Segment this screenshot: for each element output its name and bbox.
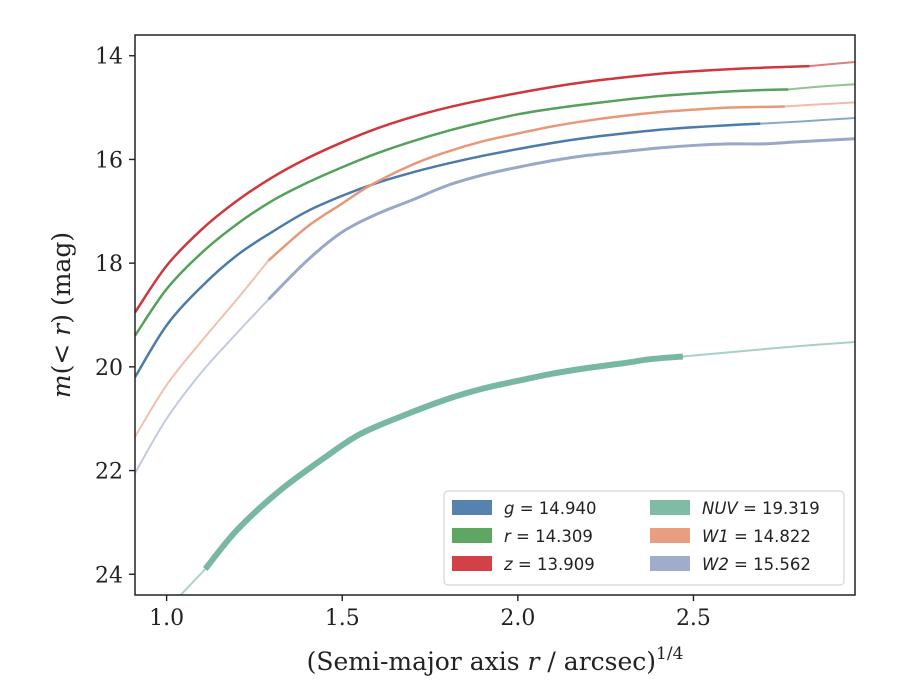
x-axis-label-exponent: 1/4 — [656, 644, 683, 664]
x-axis-label-open: (Semi-major axis — [307, 647, 528, 676]
series-w1-line — [267, 105, 785, 262]
series-nuv-line — [202, 353, 684, 571]
legend-swatch-z — [452, 556, 492, 571]
legend-label-w2: W2 = 15.562 — [702, 555, 811, 574]
plot-frame — [134, 34, 856, 596]
y-tick-label: 18 — [95, 252, 123, 277]
legend-label-w1: W1 = 14.822 — [702, 527, 811, 546]
x-tick-label: 2.0 — [500, 606, 535, 631]
y-tick-label: 24 — [95, 563, 123, 588]
series-z-line — [135, 64, 810, 314]
legend-frame — [443, 490, 845, 586]
axis-ticks: 1.0 1.5 2.0 2.5 14 16 18 20 22 24 — [95, 45, 711, 631]
x-tick-label: 1.0 — [149, 606, 184, 631]
y-tick-label: 16 — [95, 148, 123, 173]
series-w2-inner-line — [135, 298, 270, 475]
series-g-outer-line — [759, 116, 855, 125]
plot-area — [135, 60, 855, 595]
series-nuv — [179, 340, 855, 595]
series-nuv-inner-line — [179, 568, 207, 595]
series-w1-outer-line — [783, 101, 855, 108]
series-r — [135, 83, 855, 337]
legend-label-nuv: NUV = 19.319 — [702, 499, 820, 518]
series-nuv-outer-line — [681, 340, 855, 358]
y-axis-label-rest: ) (mag) — [47, 232, 76, 324]
legend-label-z: z = 13.909 — [503, 555, 595, 574]
x-axis-label: (Semi-major axis r / arcsec)1/4 — [307, 644, 684, 676]
legend-swatch-w2 — [650, 556, 690, 571]
x-tick-label: 2.5 — [676, 606, 711, 631]
x-axis-label-var: r — [528, 647, 542, 676]
series-z-outer-line — [808, 60, 855, 68]
y-tick-label: 20 — [95, 356, 123, 381]
legend-label-r: r = 14.309 — [504, 527, 593, 546]
legend-swatch-r — [452, 528, 492, 543]
legend-swatch-nuv — [650, 500, 690, 515]
legend-label-g: g = 14.940 — [504, 499, 597, 518]
series-r-line — [135, 88, 789, 337]
series-z — [135, 60, 855, 314]
y-tick-label: 14 — [95, 45, 123, 70]
legend: g = 14.940 r = 14.309 z = 13.909 NUV = 19.3… — [443, 490, 845, 586]
legend-swatch-w1 — [650, 528, 690, 543]
series-w1-inner-line — [135, 259, 270, 438]
legend-swatch-g — [452, 500, 492, 515]
series-g-line — [135, 122, 761, 378]
series-w2 — [135, 137, 855, 475]
y-axis-label-m: m — [47, 374, 76, 398]
x-axis-label-rest: / arcsec) — [539, 647, 656, 676]
y-axis-label-lt: (< — [47, 336, 76, 375]
y-tick-label: 22 — [95, 460, 123, 485]
y-axis-label-r: r — [47, 322, 76, 336]
series-w2-line — [267, 137, 855, 301]
series-g — [135, 116, 855, 378]
x-tick-label: 1.5 — [325, 606, 360, 631]
series-w1 — [135, 101, 855, 438]
y-axis-label: m(< r) (mag) — [47, 232, 76, 398]
series-r-outer-line — [787, 83, 855, 91]
